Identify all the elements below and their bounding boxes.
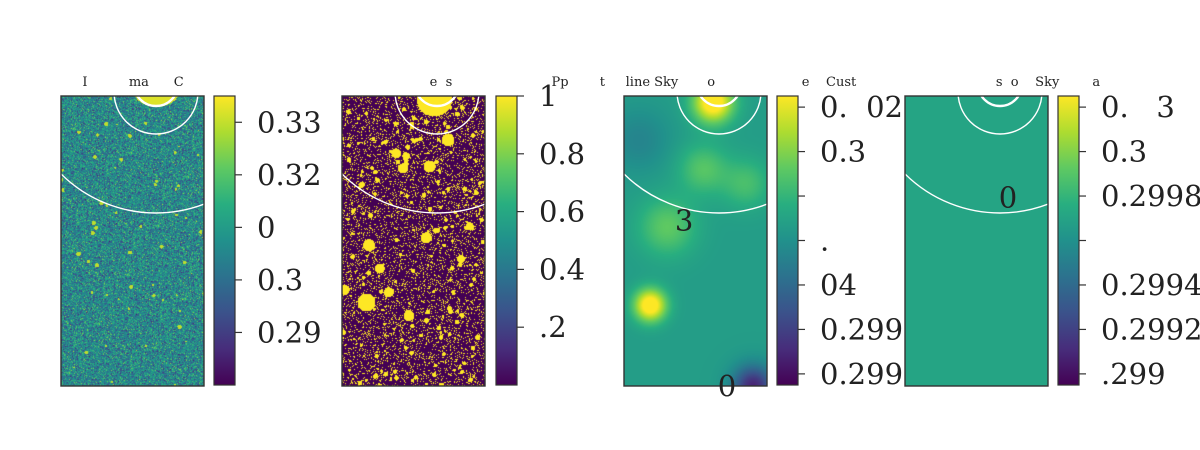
- colorbar-tick-label: 0.299: [820, 357, 903, 391]
- panel-frame: [341, 95, 486, 387]
- overlay-circle: [905, 172, 1048, 214]
- overlay-circle: [342, 172, 485, 214]
- annotation-label: 3: [675, 204, 693, 238]
- overlay-circles: [905, 96, 1048, 214]
- colorbar-tick-label: .2: [539, 310, 567, 344]
- colorbar: [1057, 95, 1080, 386]
- panel-frame: [623, 95, 768, 387]
- panel-frame: [904, 95, 1049, 387]
- panel-frame: [60, 95, 205, 387]
- colorbar-tick-label: 0.32: [257, 158, 322, 192]
- colorbar-tick-label: 0.3: [1101, 135, 1147, 169]
- colorbar: [213, 95, 236, 386]
- overlay-circle: [394, 96, 480, 135]
- colorbar-tick-label: 0.2998: [1101, 179, 1200, 213]
- panel-title: e s: [430, 75, 453, 90]
- overlay-circles: [61, 96, 204, 214]
- colorbar-tick-label: 04: [820, 268, 857, 302]
- annotation-label: 0: [718, 369, 736, 403]
- heatmap-image: [905, 96, 1048, 386]
- overlay-circle: [980, 96, 1020, 108]
- overlay-circle: [136, 96, 176, 108]
- colorbar-tick-label: 0.6: [539, 195, 585, 229]
- colorbar: [495, 95, 518, 386]
- heatmap-image: [61, 96, 204, 386]
- panel-title: I ma C: [82, 75, 183, 90]
- colorbar-tick-label: 0.3: [820, 135, 866, 169]
- overlay-circles: [342, 96, 485, 214]
- colorbar-tick-label: 1: [539, 79, 557, 113]
- colorbar-tick-label: .: [820, 224, 829, 258]
- colorbar-tick-label: 0.33: [257, 105, 322, 139]
- colorbar-tick-label: 0.2992: [1101, 312, 1200, 346]
- colorbar-tick-label: 0.8: [539, 137, 585, 171]
- overlay-circle: [61, 172, 204, 214]
- overlay-circle: [676, 96, 762, 135]
- colorbar: [776, 95, 799, 386]
- colorbar-tick-label: .299: [1101, 357, 1166, 391]
- heatmap-image: [342, 96, 485, 386]
- panel-title: t line Sky o e Cust: [600, 75, 857, 90]
- colorbar-tick-label: 0.2994: [1101, 268, 1200, 302]
- colorbar-tick-label: 0. 3: [1101, 90, 1175, 124]
- panel-1: I ma C 0.33 0.32 0 0.3 0.29: [60, 75, 322, 387]
- colorbar-tick-label: 0: [257, 210, 275, 244]
- annotation-label: 0: [999, 181, 1017, 215]
- colorbar-tick-label: 0. 02: [820, 90, 903, 124]
- overlay-circle: [624, 172, 767, 214]
- heatmap-image: [624, 96, 767, 386]
- panel-title: s o Sky a: [996, 75, 1100, 90]
- overlay-circle: [417, 96, 457, 108]
- overlay-circles: [624, 96, 767, 214]
- colorbar-tick-label: 0.4: [539, 252, 585, 286]
- colorbar-tick-label: 0.3: [257, 263, 303, 297]
- overlay-circle: [113, 96, 199, 135]
- panel-4: s o Sky a 0 0. 3 0.3 0.2998 0.2994 0.2992 .299: [904, 75, 1200, 391]
- colorbar-tick-label: 0.29: [257, 315, 322, 349]
- overlay-circle: [957, 96, 1043, 135]
- panel-2: e s Pp1 0.8 0.6 0.4 .2: [341, 75, 585, 387]
- colorbar-title: Pp: [551, 75, 568, 90]
- overlay-circle: [699, 96, 739, 108]
